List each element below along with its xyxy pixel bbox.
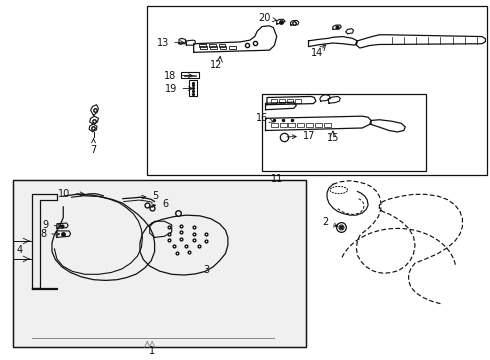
Bar	[219, 44, 225, 46]
Bar	[315, 123, 322, 127]
Text: 6: 6	[151, 199, 168, 210]
Bar	[220, 46, 226, 49]
Text: 4: 4	[16, 245, 23, 255]
Bar	[209, 44, 216, 46]
Bar	[181, 72, 198, 78]
Text: 19: 19	[165, 84, 193, 94]
Text: 20: 20	[258, 13, 276, 23]
Bar	[200, 46, 207, 49]
Text: 17: 17	[287, 131, 315, 141]
Bar	[147, 6, 487, 175]
Text: 12: 12	[210, 60, 222, 70]
Bar	[210, 46, 217, 49]
Bar	[287, 99, 293, 103]
Text: 16: 16	[256, 113, 274, 123]
Text: 3: 3	[203, 265, 209, 275]
Bar	[295, 99, 301, 103]
Text: 13: 13	[157, 38, 184, 48]
Text: 5: 5	[135, 191, 158, 201]
Bar	[271, 123, 278, 127]
Bar	[289, 123, 295, 127]
Bar	[229, 46, 236, 49]
Bar	[199, 44, 206, 46]
Bar	[297, 123, 304, 127]
Text: 9: 9	[43, 220, 62, 230]
Text: 7: 7	[91, 139, 97, 155]
Bar	[279, 99, 285, 103]
Text: 14: 14	[311, 48, 323, 58]
Bar	[262, 94, 426, 171]
Bar	[13, 180, 306, 347]
Bar	[189, 80, 197, 96]
Text: 2: 2	[322, 217, 338, 227]
Bar	[324, 123, 331, 127]
Text: 11: 11	[270, 174, 283, 184]
Text: 15: 15	[327, 133, 339, 143]
Bar	[280, 123, 287, 127]
Text: 1: 1	[149, 346, 155, 356]
Bar	[271, 99, 277, 103]
Bar	[306, 123, 313, 127]
Text: 8: 8	[40, 229, 59, 239]
Bar	[13, 180, 306, 347]
Text: 10: 10	[58, 189, 84, 199]
Text: 18: 18	[164, 71, 193, 81]
